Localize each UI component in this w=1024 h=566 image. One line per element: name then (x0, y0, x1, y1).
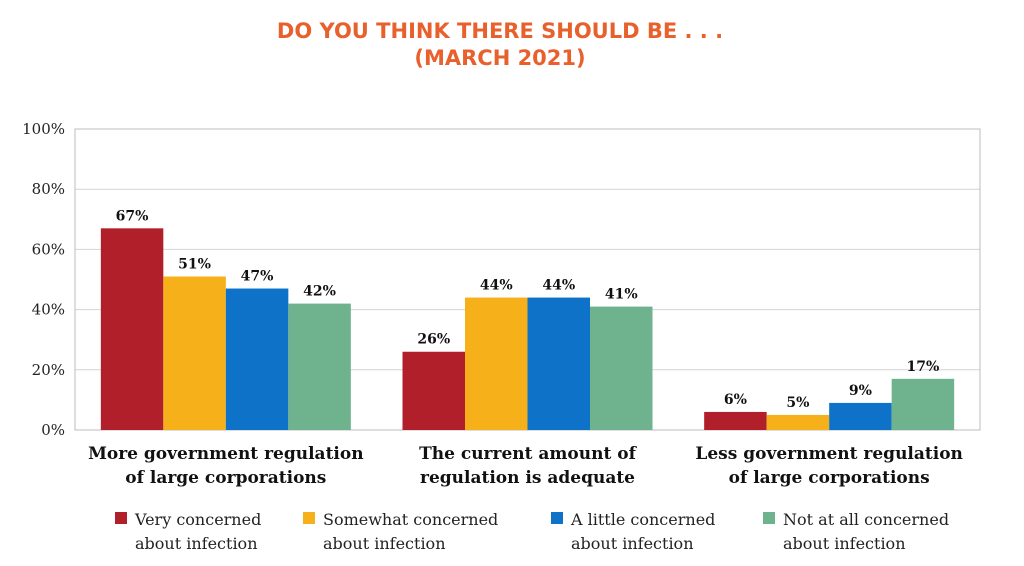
bar (225, 288, 289, 430)
data-label: 42% (303, 284, 336, 300)
bars (100, 228, 955, 430)
legend-label: Not at all concerned (783, 510, 949, 529)
data-label: 5% (786, 395, 809, 411)
y-tick-label: 20% (32, 361, 65, 379)
bar (590, 306, 653, 430)
data-label: 67% (116, 208, 149, 224)
category-label: regulation is adequate (420, 468, 635, 488)
bar (704, 411, 767, 430)
bar (288, 303, 351, 430)
bar (891, 378, 955, 430)
bar (163, 276, 226, 430)
legend-label: about infection (323, 534, 446, 553)
data-label: 17% (907, 359, 940, 375)
y-tick-label: 40% (32, 301, 65, 319)
legend-label: A little concerned (570, 510, 715, 529)
legend-label: Somewhat concerned (323, 510, 498, 529)
legend-label: about infection (135, 534, 258, 553)
data-label: 44% (480, 278, 513, 294)
bar (402, 351, 465, 430)
legend-swatch (303, 512, 315, 524)
category-labels: More government regulation of large corpo… (88, 444, 963, 488)
data-label: 26% (417, 332, 450, 348)
legend-swatch (115, 512, 127, 524)
legend-label: about infection (571, 534, 694, 553)
bar (465, 297, 528, 430)
y-tick-label: 80% (32, 180, 65, 198)
bar (829, 402, 892, 430)
legend-swatch (763, 512, 775, 524)
data-label: 9% (849, 383, 872, 399)
data-labels: 67% 26% 6% 51% 44% 5% 47% 44% 9% 42% 41% 17% (116, 208, 940, 411)
category-label: of large corporations (729, 468, 930, 488)
bar (527, 297, 590, 430)
category-label: The current amount of (419, 444, 637, 464)
bar (766, 414, 830, 430)
y-tick-label: 0% (41, 421, 65, 439)
y-axis-ticks: 0% 20% 40% 60% 80% 100% (22, 120, 65, 439)
chart-title-line: DO YOU THINK THERE SHOULD BE . . . (277, 19, 723, 43)
chart-title-line: (MARCH 2021) (414, 46, 585, 70)
y-tick-label: 60% (32, 240, 65, 258)
legend-label: about infection (783, 534, 906, 553)
data-label: 41% (605, 287, 638, 303)
category-label: Less government regulation (695, 444, 963, 464)
category-label: of large corporations (125, 468, 326, 488)
data-label: 6% (724, 392, 747, 408)
category-label: More government regulation (88, 444, 364, 464)
legend-swatch (551, 512, 563, 524)
chart-title: DO YOU THINK THERE SHOULD BE . . . (MARCH… (277, 19, 723, 70)
legend: Very concerned about infection Somewhat co… (115, 510, 949, 553)
y-tick-label: 100% (22, 120, 65, 138)
data-label: 47% (241, 269, 274, 285)
data-label: 44% (542, 278, 575, 294)
legend-label: Very concerned (134, 510, 261, 529)
bar (100, 228, 164, 430)
data-label: 51% (178, 256, 211, 272)
